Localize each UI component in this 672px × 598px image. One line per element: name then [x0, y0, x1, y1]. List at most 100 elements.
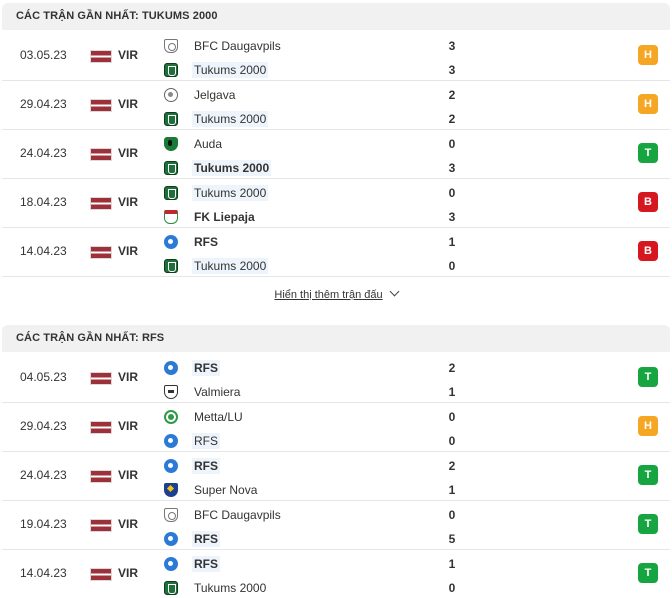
match-date: 14.04.23 [20, 244, 67, 258]
section-title: CÁC TRẬN GẦN NHẤT: RFS [16, 332, 165, 344]
tukums-icon [164, 259, 178, 273]
away-team-name: FK Liepaja [194, 210, 255, 224]
show-more-label: Hiển thị thêm trận đấu [274, 289, 383, 301]
home-score: 3 [448, 39, 456, 53]
home-team-name: RFS [192, 360, 220, 376]
away-score: 3 [448, 210, 456, 224]
away-team[interactable]: Tukums 2000 [164, 579, 268, 597]
home-score: 1 [448, 557, 456, 571]
away-team[interactable]: Tukums 2000 [164, 159, 272, 177]
rfs-icon [164, 235, 178, 249]
away-team[interactable]: RFS [164, 530, 220, 548]
metta-icon [164, 410, 178, 424]
away-team-name: Super Nova [194, 483, 258, 497]
match-date: 29.04.23 [20, 419, 67, 433]
rfs-icon [164, 459, 178, 473]
home-team-name: Jelgava [194, 88, 236, 102]
result-badge: T [638, 563, 658, 583]
away-team[interactable]: Tukums 2000 [164, 110, 269, 128]
match-row[interactable]: 14.04.23 VIR RFS Tukums 2000 1 0 B [2, 227, 670, 277]
home-team[interactable]: BFC Daugavpils [164, 506, 283, 524]
league-code: VIR [118, 146, 139, 160]
home-team[interactable]: RFS [164, 555, 220, 573]
home-score: 2 [448, 88, 456, 102]
away-team-name: Tukums 2000 [192, 111, 269, 127]
home-team[interactable]: RFS [164, 457, 220, 475]
rfs-icon [164, 361, 178, 375]
away-team-name: Tukums 2000 [192, 62, 269, 78]
result-badge: B [638, 241, 658, 261]
home-score: 0 [448, 137, 456, 151]
match-row[interactable]: 29.04.23 VIR Metta/LU RFS 0 0 H [2, 402, 670, 452]
away-team[interactable]: RFS [164, 432, 220, 450]
home-team[interactable]: RFS [164, 359, 220, 377]
away-team[interactable]: Tukums 2000 [164, 257, 269, 275]
away-score: 5 [448, 532, 456, 546]
match-row[interactable]: 04.05.23 VIR RFS Valmiera 2 1 T [2, 353, 670, 403]
chevron-down-icon [389, 286, 400, 297]
away-team[interactable]: Super Nova [164, 481, 259, 499]
latvia-flag-icon [90, 246, 112, 259]
jelgava-icon [164, 88, 178, 102]
away-score: 1 [448, 385, 456, 399]
league-code: VIR [118, 370, 139, 384]
home-team[interactable]: RFS [164, 233, 220, 251]
away-team[interactable]: Tukums 2000 [164, 61, 269, 79]
away-score: 3 [448, 161, 456, 175]
away-team-name: Tukums 2000 [192, 258, 269, 274]
latvia-flag-icon [90, 519, 112, 532]
result-badge: T [638, 367, 658, 387]
result-badge: H [638, 416, 658, 436]
latvia-flag-icon [90, 197, 112, 210]
away-team-name: RFS [192, 433, 220, 449]
tukums-icon [164, 161, 178, 175]
show-more-link[interactable]: Hiển thị thêm trận đấu [274, 286, 400, 301]
auda-icon [164, 137, 178, 151]
rfs-icon [164, 434, 178, 448]
match-date: 18.04.23 [20, 195, 67, 209]
away-team-name: RFS [192, 531, 220, 547]
away-score: 0 [448, 581, 456, 595]
away-team[interactable]: FK Liepaja [164, 208, 257, 226]
away-team-name: Tukums 2000 [192, 160, 272, 176]
home-team[interactable]: Auda [164, 135, 224, 153]
home-team-name: BFC Daugavpils [194, 508, 281, 522]
section-title: CÁC TRẬN GẦN NHẤT: TUKUMS 2000 [16, 10, 218, 22]
section-header-tukums: CÁC TRẬN GẦN NHẤT: TUKUMS 2000 [2, 3, 670, 30]
away-score: 1 [448, 483, 456, 497]
bfc-icon [164, 508, 178, 522]
result-badge: T [638, 465, 658, 485]
league-code: VIR [118, 419, 139, 433]
league-code: VIR [118, 244, 139, 258]
result-badge: H [638, 45, 658, 65]
result-badge: T [638, 143, 658, 163]
match-row[interactable]: 03.05.23 VIR BFC Daugavpils Tukums 2000 … [2, 31, 670, 81]
match-row[interactable]: 29.04.23 VIR Jelgava Tukums 2000 2 2 H [2, 80, 670, 130]
match-row[interactable]: 18.04.23 VIR Tukums 2000 FK Liepaja 0 3 … [2, 178, 670, 228]
away-score: 3 [448, 63, 456, 77]
match-date: 24.04.23 [20, 468, 67, 482]
match-row[interactable]: 24.04.23 VIR RFS Super Nova 2 1 T [2, 451, 670, 501]
latvia-flag-icon [90, 421, 112, 434]
tukums-icon [164, 112, 178, 126]
home-team[interactable]: Metta/LU [164, 408, 245, 426]
home-team-name: Tukums 2000 [192, 185, 269, 201]
home-team[interactable]: BFC Daugavpils [164, 37, 283, 55]
liepaja-icon [164, 210, 178, 224]
match-row[interactable]: 24.04.23 VIR Auda Tukums 2000 0 3 T [2, 129, 670, 179]
valmiera-icon [164, 385, 178, 399]
away-team-name: Tukums 2000 [194, 581, 267, 595]
home-team[interactable]: Jelgava [164, 86, 237, 104]
match-row[interactable]: 19.04.23 VIR BFC Daugavpils RFS 0 5 T [2, 500, 670, 550]
match-row[interactable]: 14.04.23 VIR RFS Tukums 2000 1 0 T [2, 549, 670, 598]
latvia-flag-icon [90, 470, 112, 483]
latvia-flag-icon [90, 50, 112, 63]
show-more-row: Hiển thị thêm trận đấu [0, 286, 672, 301]
home-team-name: RFS [194, 235, 218, 249]
home-team[interactable]: Tukums 2000 [164, 184, 269, 202]
rfs-icon [164, 557, 178, 571]
match-date: 04.05.23 [20, 370, 67, 384]
away-team[interactable]: Valmiera [164, 383, 242, 401]
rfs-icon [164, 532, 178, 546]
home-team-name: Metta/LU [194, 410, 243, 424]
